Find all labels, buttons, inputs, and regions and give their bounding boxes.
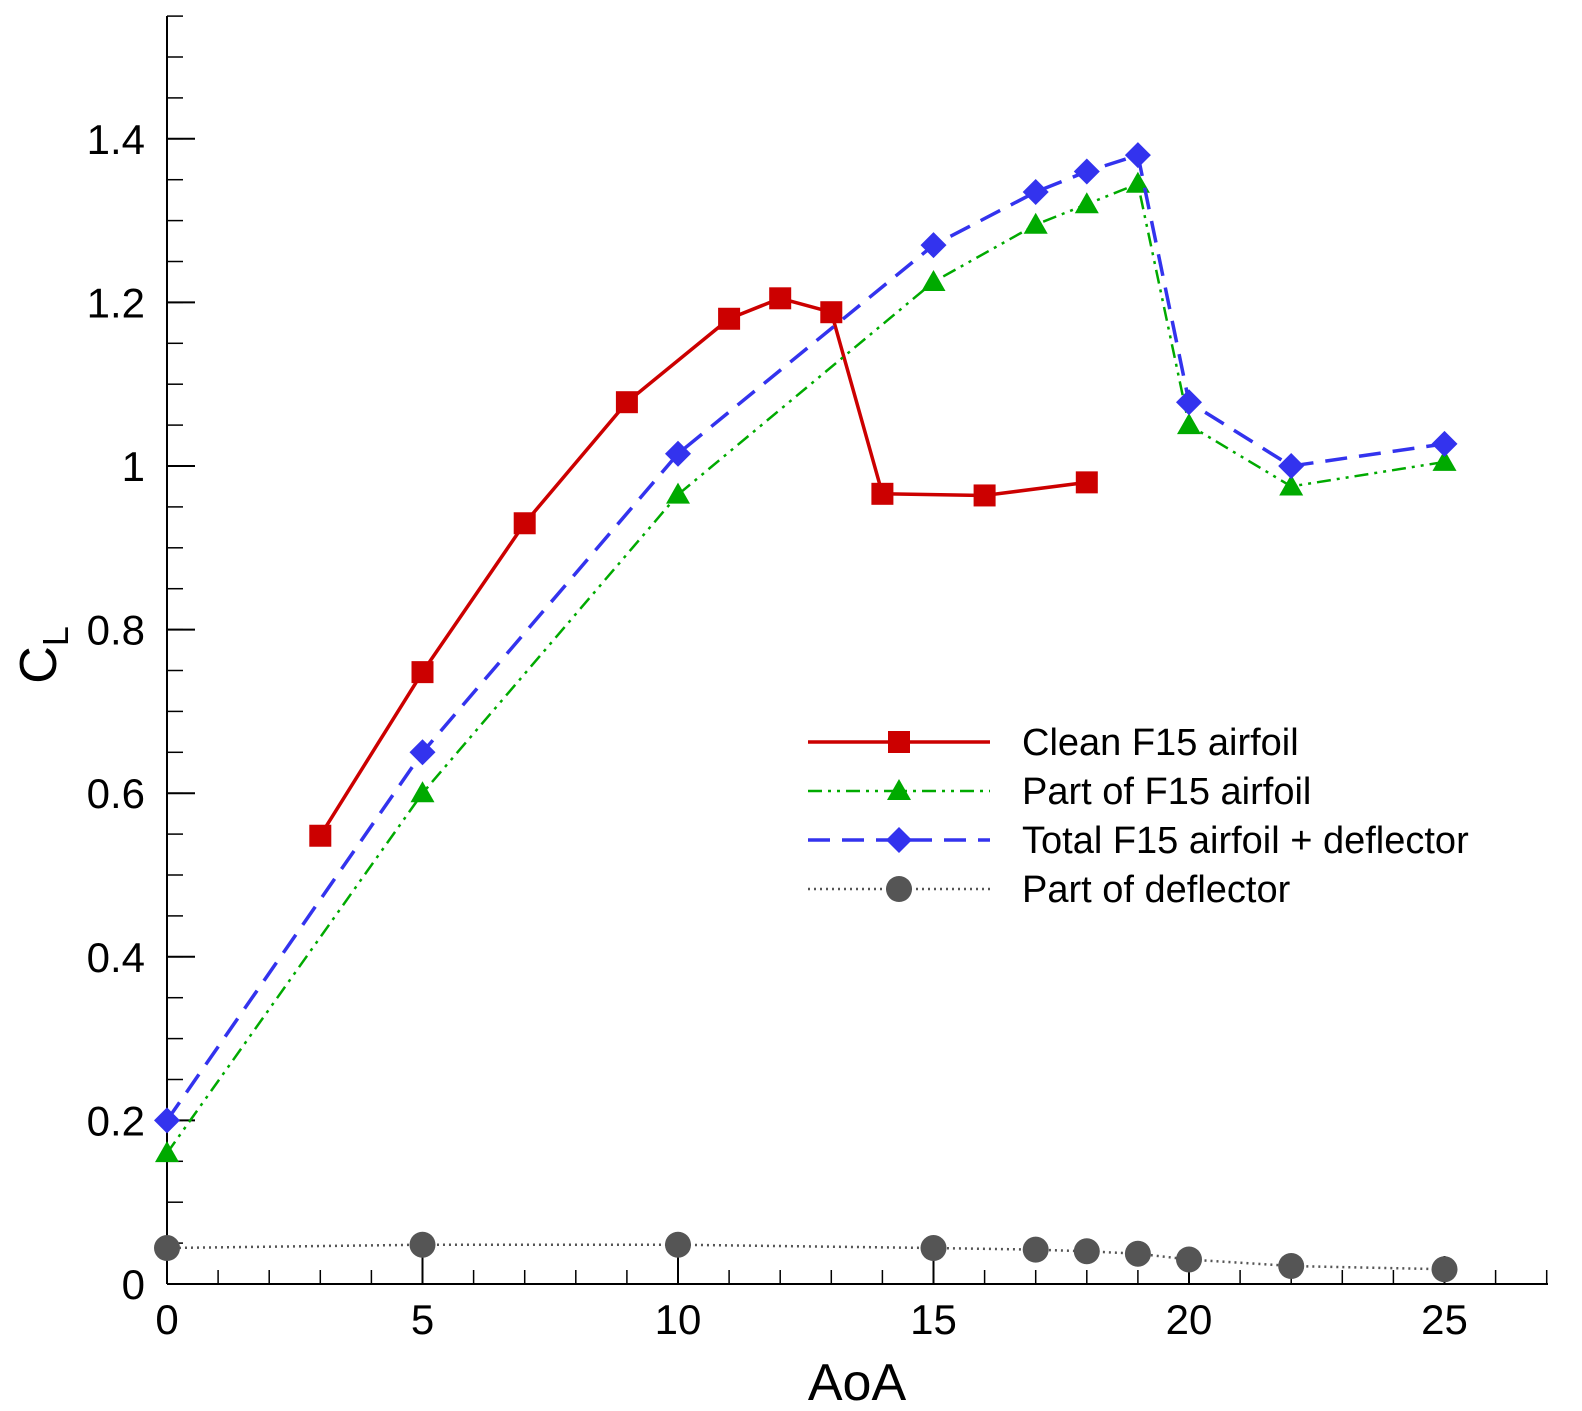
data-point-square (718, 307, 741, 330)
data-point-square (769, 287, 792, 310)
data-point-square (973, 484, 996, 507)
y-tick-label: 1.4 (87, 116, 145, 163)
data-point-circle (1278, 1253, 1305, 1280)
legend-entry: Clean F15 airfoil (808, 722, 1299, 764)
x-tick-label: 20 (1166, 1296, 1213, 1343)
x-tick-label: 25 (1421, 1296, 1468, 1343)
series-line (318, 296, 1088, 837)
x-tick-label: 15 (910, 1296, 957, 1343)
data-point-triangle (1074, 192, 1099, 214)
data-point-diamond (409, 739, 436, 766)
legend-marker-square (888, 731, 910, 753)
y-axis-title: CL (10, 626, 76, 684)
data-point-diamond (665, 440, 691, 467)
data-point-circle (1124, 1240, 1151, 1267)
legend-label: Part of F15 airfoil (1022, 771, 1311, 813)
legend-label: Clean F15 airfoil (1022, 722, 1299, 764)
data-point-triangle (1279, 474, 1304, 496)
axes (166, 16, 1548, 1285)
series-line (166, 1243, 1445, 1271)
data-point-triangle (921, 269, 946, 291)
series-line (165, 182, 1445, 1154)
series-diamond (154, 142, 1458, 1134)
data-point-triangle (410, 781, 435, 803)
legend: Clean F15 airfoil Part of F15 airfoil Tota… (808, 722, 1469, 911)
data-point-diamond (154, 1107, 180, 1134)
y-tick-label: 1.2 (87, 279, 145, 326)
data-point-diamond (1176, 389, 1202, 416)
data-point-circle (1431, 1256, 1458, 1283)
series-triangle (155, 171, 1457, 1163)
series-square (309, 287, 1098, 847)
data-point-diamond (920, 232, 947, 259)
data-point-circle (1022, 1236, 1049, 1263)
data-point-circle (154, 1235, 180, 1262)
x-tick-label: 5 (411, 1296, 434, 1343)
plot-series (154, 142, 1458, 1283)
y-tick-label: 0.2 (87, 1097, 145, 1144)
legend-entry: Total F15 airfoil + deflector (808, 820, 1469, 862)
data-point-square (513, 512, 536, 535)
data-point-triangle (1023, 212, 1048, 234)
data-point-square (309, 824, 332, 847)
x-tick-label: 0 (155, 1296, 178, 1343)
legend-entry: Part of deflector (808, 869, 1291, 911)
data-point-diamond (1431, 430, 1458, 457)
data-point-square (615, 391, 638, 414)
data-point-circle (920, 1235, 947, 1262)
data-point-triangle (1177, 413, 1201, 435)
axis-ticks (166, 15, 1548, 1285)
tick-labels: 0 0.2 0.4 0.6 0.8 1 1.2 1.4 0 5 10 15 20 25 (87, 116, 1468, 1343)
y-tick-label: 0.8 (87, 607, 145, 654)
data-point-diamond (1124, 142, 1151, 169)
data-point-circle (1073, 1238, 1100, 1265)
y-tick-label: 1 (122, 443, 145, 490)
data-point-circle (1176, 1246, 1202, 1273)
y-tick-label: 0.6 (87, 770, 145, 817)
data-point-square (411, 661, 434, 684)
legend-label: Part of deflector (1022, 869, 1291, 911)
series-line (165, 153, 1445, 1122)
x-axis-title: AoA (808, 1354, 907, 1411)
legend-marker-triangle (887, 779, 911, 800)
data-point-triangle (666, 482, 690, 504)
x-tick-label: 10 (655, 1296, 702, 1343)
y-axis-title-subscript: L (35, 626, 76, 646)
legend-marker-diamond (886, 827, 912, 853)
series-circle (154, 1231, 1458, 1283)
data-point-circle (665, 1231, 691, 1258)
data-point-triangle (155, 1141, 179, 1163)
legend-marker-circle (886, 876, 912, 902)
data-point-triangle (1432, 449, 1457, 471)
data-point-circle (409, 1231, 436, 1258)
data-point-diamond (1022, 178, 1049, 205)
y-tick-label: 0 (122, 1261, 145, 1308)
data-point-diamond (1073, 158, 1100, 185)
y-tick-label: 0.4 (87, 934, 145, 981)
data-point-diamond (1278, 453, 1305, 479)
data-point-square (1075, 471, 1098, 494)
data-point-triangle (1125, 171, 1150, 193)
legend-label: Total F15 airfoil + deflector (1022, 820, 1469, 862)
data-point-square (820, 301, 843, 324)
legend-entry: Part of F15 airfoil (808, 771, 1311, 813)
y-axis-title-main: C (10, 646, 68, 684)
data-point-square (871, 482, 894, 505)
